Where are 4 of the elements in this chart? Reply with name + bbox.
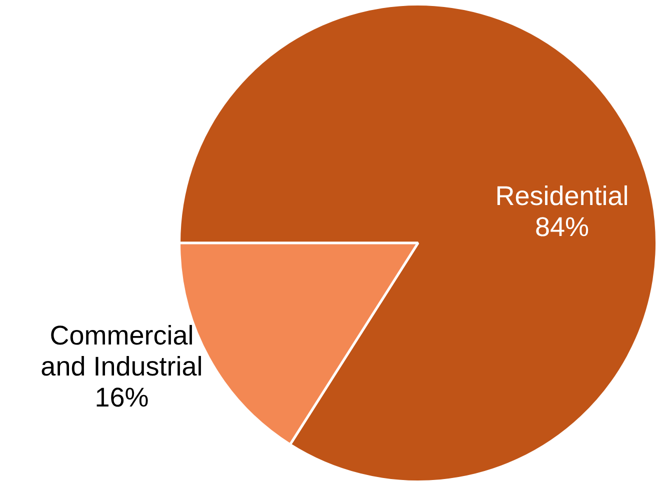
data-label: 84% <box>534 212 590 242</box>
slice-label: Commercial and Industrial <box>40 320 203 382</box>
data-label: 16% <box>94 382 149 412</box>
slice-label: Residential <box>495 181 629 212</box>
